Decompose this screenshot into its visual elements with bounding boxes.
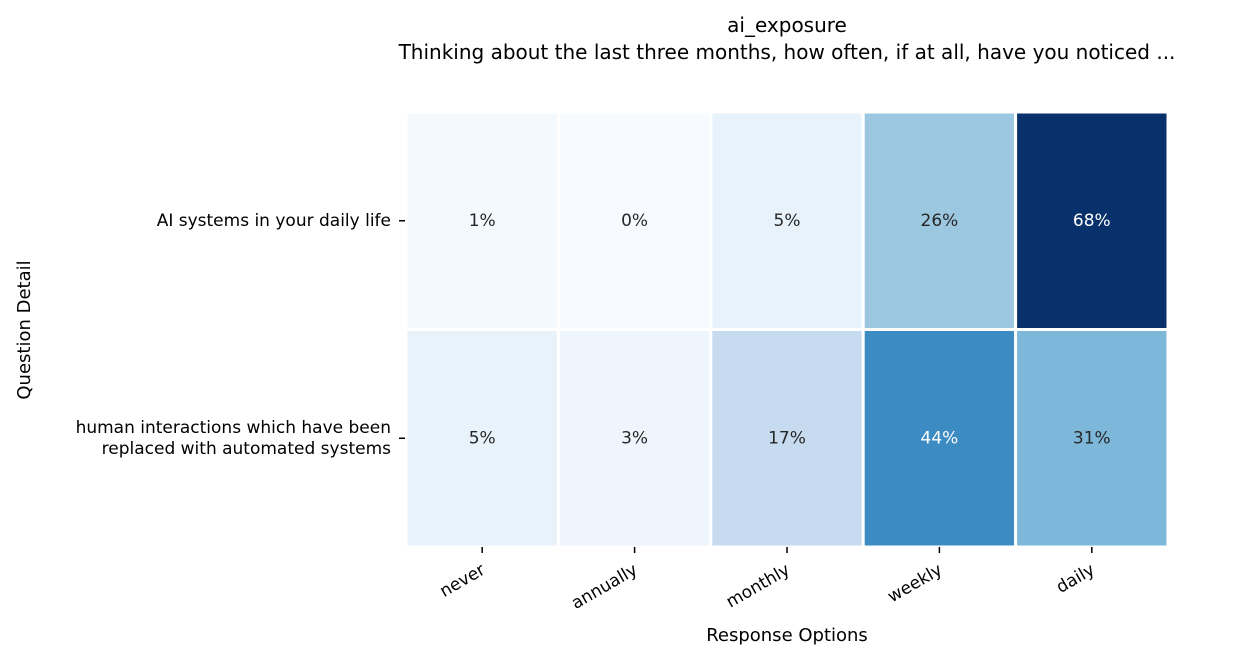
cell-value-label: 68%	[1073, 211, 1111, 231]
heatmap-cells	[404, 110, 1170, 549]
cell-value-label: 5%	[774, 211, 801, 231]
heatmap-cell-labels: 1% 0% 5% 26% 68% 5% 3% 17% 44% 31%	[469, 211, 1111, 449]
heatmap-cell	[709, 110, 865, 331]
chart-subtitle: Thinking about the last three months, ho…	[398, 40, 1176, 64]
x-tick-label: daily	[1053, 560, 1098, 598]
y-tick-label: human interactions which have been replac…	[76, 418, 392, 459]
heatmap-cell	[1014, 328, 1170, 549]
cell-value-label: 26%	[921, 211, 959, 231]
cell-value-label: 5%	[469, 428, 496, 448]
heatmap-cell	[404, 110, 560, 331]
cell-value-label: 0%	[621, 211, 648, 231]
cell-value-label: 17%	[768, 428, 806, 448]
cell-value-label: 31%	[1073, 428, 1111, 448]
y-tick-label: AI systems in your daily life	[157, 211, 391, 231]
cell-value-label: 1%	[469, 211, 496, 231]
heatmap-cell	[556, 110, 713, 331]
cell-value-label: 44%	[921, 428, 959, 448]
heatmap-cell	[404, 328, 560, 549]
x-tick-label: monthly	[723, 560, 794, 612]
chart-title: ai_exposure	[727, 13, 847, 37]
x-axis: never annually monthly weekly daily	[436, 547, 1098, 614]
heatmap-cell	[709, 328, 865, 549]
x-tick-label: weekly	[884, 560, 945, 607]
x-tick-label: never	[436, 560, 488, 602]
x-tick-label: annually	[568, 560, 641, 614]
y-axis-label: Question Detail	[14, 260, 35, 399]
cell-value-label: 3%	[621, 428, 648, 448]
x-axis-label: Response Options	[706, 625, 868, 646]
y-axis: AI systems in your daily life human inter…	[76, 211, 405, 459]
